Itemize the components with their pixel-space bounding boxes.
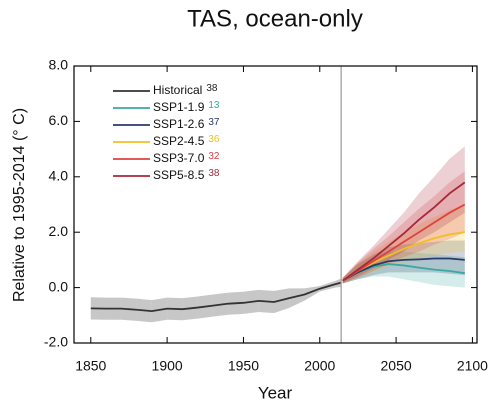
legend-label: SSP3-7.0 — [153, 151, 205, 165]
legend-count: 37 — [208, 117, 220, 128]
uncertainty-band — [449, 171, 465, 240]
y-tick-label: 4.0 — [49, 168, 69, 184]
bands — [90, 146, 465, 323]
series-line — [90, 281, 342, 313]
y-tick-label: 0.0 — [49, 278, 69, 294]
legend-label: SSP5-8.5 — [153, 168, 205, 182]
legend-entry: SSP5-8.5 38 — [153, 168, 220, 183]
uncertainty-band — [403, 193, 419, 252]
uncertainty-band — [449, 204, 465, 253]
uncertainty-band — [434, 240, 450, 274]
lines — [90, 181, 466, 313]
uncertainty-band — [434, 210, 450, 256]
uncertainty-band — [418, 216, 435, 259]
legend-entry: SSP2-4.5 36 — [153, 134, 220, 149]
x-tick-label: 1850 — [75, 358, 106, 374]
legend-count: 38 — [206, 83, 218, 94]
legend-count: 32 — [208, 151, 220, 162]
y-tick-label: 8.0 — [49, 57, 69, 73]
legend-label: SSP1-2.6 — [153, 117, 205, 131]
legend-entry: Historical 38 — [153, 83, 218, 98]
series-line — [342, 181, 466, 282]
x-tick-label: 1900 — [152, 358, 183, 374]
legend-count: 13 — [208, 100, 220, 111]
uncertainty-band — [434, 158, 450, 233]
series-line — [342, 257, 465, 282]
y-tick-label: 6.0 — [49, 112, 69, 128]
uncertainty-band — [418, 241, 435, 273]
legend-entry: SSP1-1.9 13 — [153, 100, 220, 115]
y-axis-label: Relative to 1995-2014 (° C) — [11, 108, 28, 302]
uncertainty-band — [289, 288, 305, 308]
uncertainty-band — [388, 232, 404, 267]
plot-frame — [73, 65, 478, 344]
series-line — [342, 203, 466, 282]
x-tick-label: 1950 — [228, 358, 259, 374]
chart-title: TAS, ocean-only — [187, 5, 363, 32]
legend-count: 36 — [208, 134, 220, 145]
x-tick-label: 2050 — [381, 358, 412, 374]
legend-entry: SSP3-7.0 32 — [153, 151, 220, 166]
x-tick-label: 2000 — [304, 358, 335, 374]
legend-entry: SSP1-2.6 37 — [153, 117, 220, 132]
legend-label: Historical — [153, 83, 202, 97]
uncertainty-band — [449, 146, 465, 223]
x-axis-label: Year — [258, 383, 293, 402]
y-tick-label: 2.0 — [49, 223, 69, 239]
uncertainty-band — [449, 240, 465, 276]
legend-count: 38 — [208, 168, 220, 179]
legend-label: SSP1-1.9 — [153, 100, 205, 114]
legend-label: SSP2-4.5 — [153, 134, 205, 148]
y-tick-label: -2.0 — [44, 334, 68, 350]
x-tick-label: 2100 — [457, 358, 488, 374]
